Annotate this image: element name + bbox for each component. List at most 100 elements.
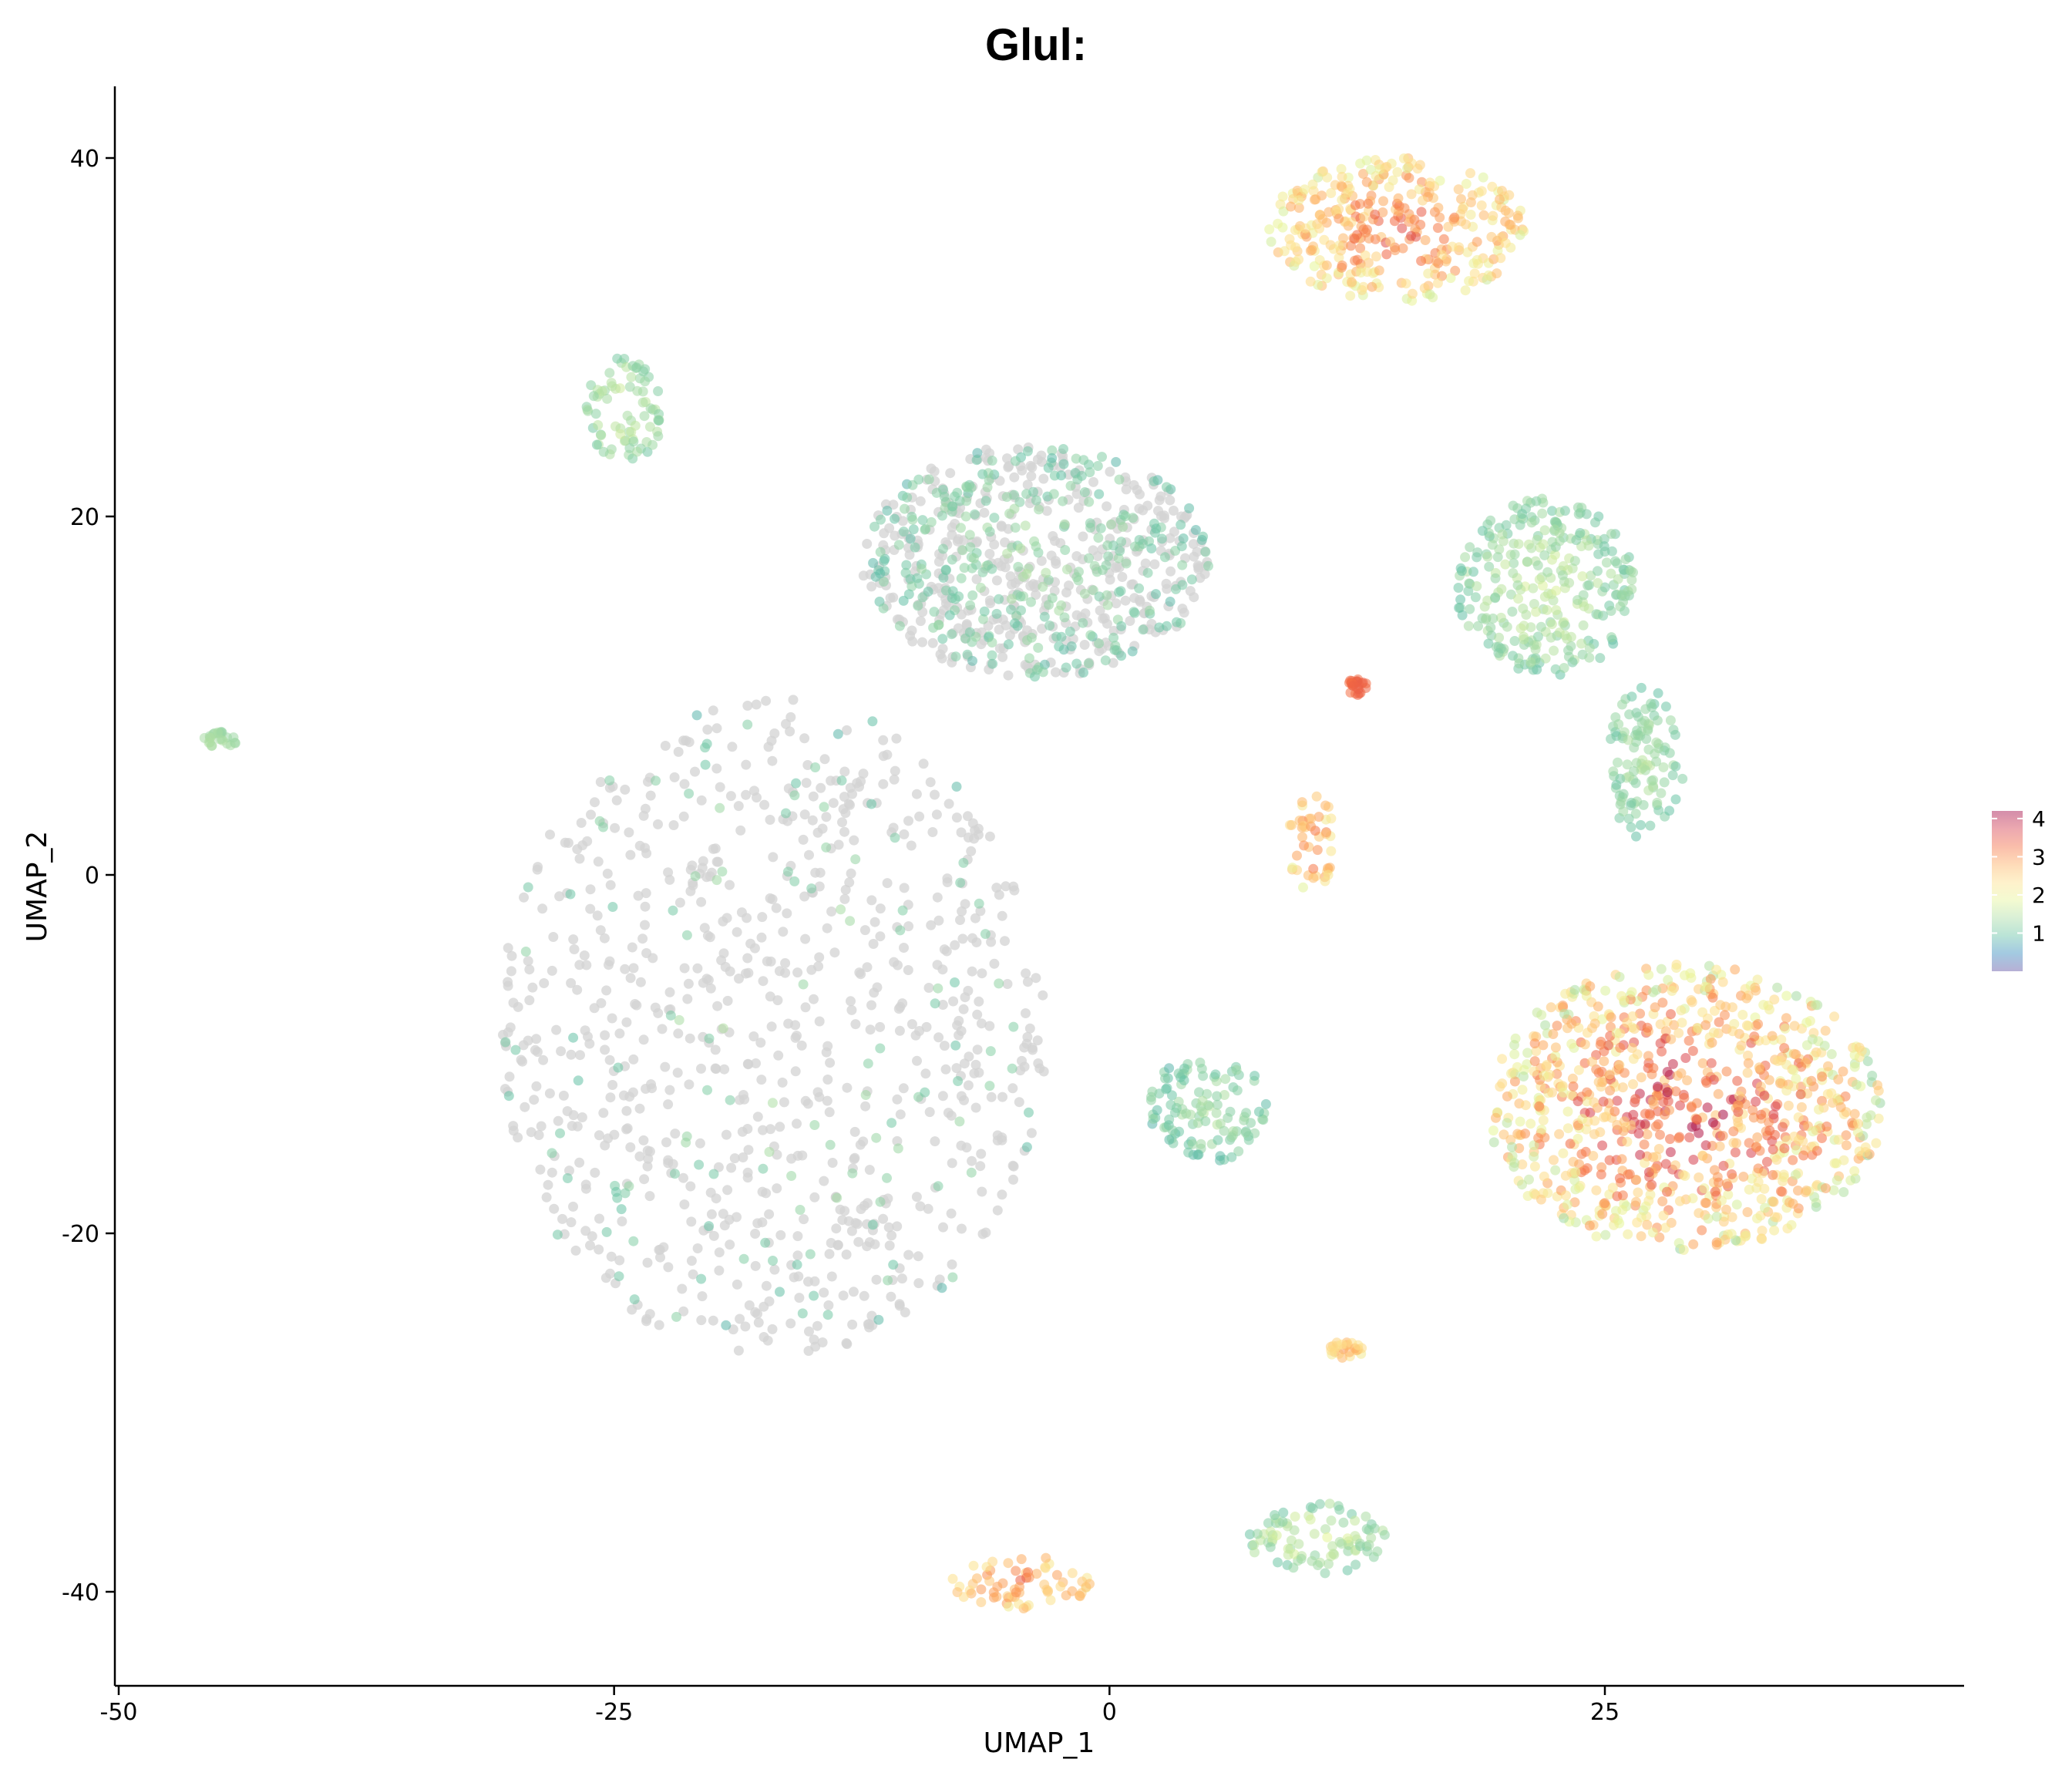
y-tick-label: 20 (70, 504, 99, 531)
data-point (1685, 968, 1696, 979)
data-point (1026, 1128, 1037, 1139)
data-point (654, 415, 664, 426)
data-point (1538, 539, 1549, 550)
data-point (1610, 556, 1620, 567)
data-point (1309, 1529, 1320, 1539)
data-point (1183, 1147, 1194, 1158)
data-point (1670, 1160, 1680, 1171)
data-point (842, 725, 852, 735)
data-point (1007, 1063, 1018, 1074)
data-point (1714, 1141, 1725, 1152)
data-point (997, 651, 1008, 662)
data-point (1551, 605, 1562, 615)
data-point (1215, 1151, 1226, 1162)
data-point (1585, 981, 1596, 991)
data-point (786, 1171, 797, 1181)
data-point (976, 1018, 987, 1029)
data-point (1771, 1155, 1782, 1166)
data-point (1636, 1072, 1646, 1083)
data-point (878, 735, 889, 745)
data-point (761, 1280, 772, 1291)
data-point (1284, 234, 1295, 244)
data-point (1165, 533, 1176, 543)
data-point (1495, 612, 1506, 623)
data-point (1305, 245, 1316, 256)
data-point (1791, 1169, 1801, 1180)
data-point (1789, 1132, 1800, 1142)
data-point (986, 937, 997, 947)
data-point (549, 1203, 560, 1214)
data-point (1693, 1023, 1704, 1034)
data-point (1054, 641, 1065, 652)
data-point (677, 1283, 688, 1294)
data-point (1329, 1549, 1340, 1560)
data-point (846, 996, 856, 1007)
data-point (1305, 1514, 1316, 1525)
data-point (958, 1592, 969, 1603)
data-point (815, 867, 826, 878)
data-point (634, 840, 645, 851)
data-point (1028, 579, 1038, 590)
data-point (1355, 158, 1366, 169)
data-point (648, 439, 658, 450)
data-point (967, 818, 978, 829)
data-point (767, 755, 778, 766)
data-point (1652, 715, 1663, 726)
data-point (826, 1238, 836, 1248)
data-point (1548, 1029, 1559, 1039)
data-point (1680, 1053, 1691, 1063)
data-point (1286, 201, 1296, 212)
data-point (1559, 663, 1569, 673)
data-point (1085, 523, 1096, 533)
data-point (594, 1213, 604, 1224)
data-point (1658, 1210, 1669, 1221)
data-point (1791, 1073, 1801, 1084)
data-point (1179, 1075, 1189, 1085)
data-point (930, 998, 940, 1009)
data-point (1662, 1067, 1673, 1077)
data-point (1657, 1046, 1667, 1057)
data-point (1599, 547, 1610, 557)
data-point (810, 762, 821, 772)
data-point (740, 1321, 751, 1332)
data-point (681, 930, 692, 940)
data-point (673, 746, 684, 757)
data-point (1055, 1581, 1066, 1592)
data-point (1697, 1225, 1707, 1236)
data-point (1646, 702, 1657, 712)
data-point (1853, 1153, 1864, 1164)
colorbar-tick-label: 2 (2032, 883, 2046, 908)
data-point (826, 906, 837, 917)
data-point (1788, 1048, 1799, 1059)
data-point (764, 1146, 775, 1157)
data-point (1039, 659, 1050, 670)
data-point (1576, 638, 1586, 649)
data-point (863, 1198, 873, 1209)
data-point (1026, 471, 1037, 482)
data-point (1212, 1091, 1223, 1102)
data-point (1363, 198, 1374, 209)
data-point (962, 482, 972, 493)
data-point (829, 947, 840, 958)
data-point (1326, 1515, 1337, 1526)
data-point (1138, 624, 1149, 635)
data-point (664, 1085, 675, 1095)
data-point (1697, 1058, 1708, 1068)
data-point (1711, 1211, 1722, 1222)
data-point (1851, 1079, 1862, 1090)
y-axis-label: UMAP_2 (22, 831, 53, 943)
data-point (1210, 1069, 1221, 1080)
data-point (1102, 590, 1112, 600)
data-point (947, 522, 957, 533)
data-point (593, 420, 604, 430)
data-point (866, 799, 876, 809)
data-point (682, 994, 693, 1004)
data-point (966, 1167, 977, 1178)
data-point (628, 1054, 639, 1065)
data-point (1192, 560, 1203, 571)
data-point (670, 1128, 681, 1139)
data-point (812, 1320, 822, 1331)
data-point (1577, 571, 1588, 582)
data-point (1498, 1129, 1509, 1140)
data-point (228, 732, 239, 743)
